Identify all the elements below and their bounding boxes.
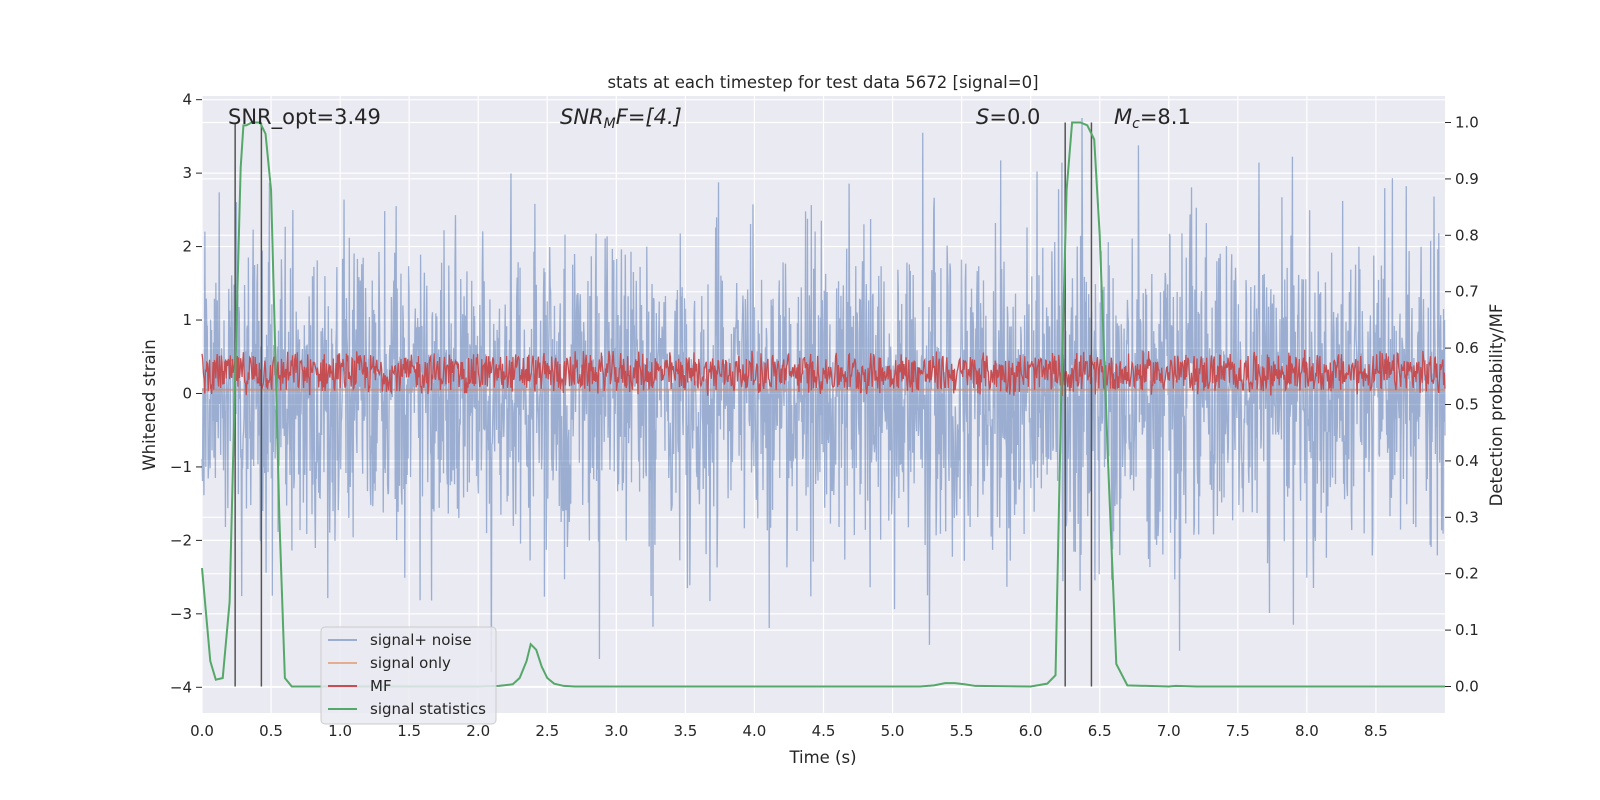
noise-line bbox=[201, 118, 1446, 673]
annotation-snr-mf-main: SNR bbox=[560, 105, 604, 129]
annotation-mc: Mc=8.1 bbox=[1114, 105, 1191, 132]
x-tick-label: 3.0 bbox=[604, 722, 628, 740]
annotation-snr-mf: SNRMF=[4.] bbox=[560, 105, 682, 132]
y-tick-label: −1 bbox=[170, 458, 192, 476]
y-tick-label: −3 bbox=[170, 605, 192, 623]
y2-tick-label: 0.6 bbox=[1455, 339, 1479, 357]
x-tick-label: 0.5 bbox=[259, 722, 283, 740]
x-tick-label: 4.5 bbox=[812, 722, 836, 740]
x-tick-label: 2.5 bbox=[535, 722, 559, 740]
x-tick-label: 4.0 bbox=[743, 722, 767, 740]
mf-line bbox=[201, 349, 1446, 397]
legend-box bbox=[320, 626, 497, 725]
annotation-mc-rest: =8.1 bbox=[1140, 105, 1191, 129]
y2-axis-label: Detection probability/MF bbox=[1487, 304, 1506, 507]
y-axis-label: Whitened strain bbox=[140, 339, 159, 470]
y2-tick-label: 0.1 bbox=[1455, 621, 1479, 639]
legend-label-noise: signal+ noise bbox=[370, 631, 472, 649]
y2-tick-label: 0.3 bbox=[1455, 508, 1479, 526]
x-tick-label: 7.0 bbox=[1157, 722, 1181, 740]
x-tick-label: 6.5 bbox=[1088, 722, 1112, 740]
series-signal-statistics bbox=[201, 121, 1445, 688]
y-tick-label: −2 bbox=[170, 531, 192, 549]
y2-tick-label: 0.9 bbox=[1455, 170, 1479, 188]
y2-ticks: 1.0 0.9 0.8 0.7 0.6 0.5 0.4 0.3 0.2 0.1 0.0 bbox=[1445, 114, 1479, 695]
annotation-s-main: S bbox=[976, 105, 989, 129]
x-tick-label: 2.0 bbox=[466, 722, 490, 740]
annotation-snr-mf-sub: M bbox=[604, 116, 616, 132]
legend: signal+ noise signal only MF signal stat… bbox=[320, 626, 497, 725]
annotation-mc-main: M bbox=[1114, 105, 1132, 129]
legend-label-stats: signal statistics bbox=[370, 700, 486, 718]
x-tick-label: 8.5 bbox=[1364, 722, 1388, 740]
x-axis-label: Time (s) bbox=[788, 748, 856, 767]
y2-tick-label: 0.7 bbox=[1455, 283, 1479, 301]
x-tick-label: 1.0 bbox=[328, 722, 352, 740]
legend-label-mf: MF bbox=[370, 677, 392, 695]
x-tick-label: 8.0 bbox=[1295, 722, 1319, 740]
y2-tick-label: 0.8 bbox=[1455, 226, 1479, 244]
y2-tick-label: 0.5 bbox=[1455, 396, 1479, 414]
x-tick-label: 5.5 bbox=[950, 722, 974, 740]
x-tick-label: 7.5 bbox=[1226, 722, 1250, 740]
y-tick-label: 0 bbox=[182, 384, 192, 402]
signal-statistics-line bbox=[201, 121, 1445, 688]
x-tick-label: 6.0 bbox=[1019, 722, 1043, 740]
x-tick-label: 0.0 bbox=[190, 722, 214, 740]
x-ticks: 0.0 0.5 1.0 1.5 2.0 2.5 3.0 3.5 4.0 4.5 5.0 5.5 6.0 6… bbox=[190, 722, 1388, 740]
y-tick-label: 2 bbox=[182, 238, 192, 256]
y-ticks: 4 3 2 1 0 −1 −2 −3 −4 bbox=[170, 91, 202, 696]
x-tick-label: 3.5 bbox=[673, 722, 697, 740]
y-tick-label: 3 bbox=[182, 164, 192, 182]
legend-label-signal: signal only bbox=[370, 654, 451, 672]
y-tick-label: 4 bbox=[182, 91, 192, 109]
y2-tick-label: 0.0 bbox=[1455, 677, 1479, 695]
y2-tick-label: 1.0 bbox=[1455, 114, 1479, 132]
x-tick-label: 1.5 bbox=[397, 722, 421, 740]
annotation-snr-opt: SNR_opt=3.49 bbox=[228, 105, 381, 130]
annotation-snr-mf-rest: F=[4.] bbox=[616, 105, 682, 129]
x-tick-label: 5.0 bbox=[881, 722, 905, 740]
y2-tick-label: 0.4 bbox=[1455, 452, 1479, 470]
annotation-s: S=0.0 bbox=[976, 105, 1040, 129]
annotation-mc-sub: c bbox=[1132, 116, 1140, 132]
y-tick-label: 1 bbox=[182, 311, 192, 329]
y2-tick-label: 0.2 bbox=[1455, 565, 1479, 583]
chart-title: stats at each timestep for test data 567… bbox=[607, 73, 1038, 92]
annotation-s-rest: =0.0 bbox=[989, 105, 1040, 129]
series-mf bbox=[201, 349, 1446, 397]
series-signal-noise bbox=[201, 118, 1446, 673]
y-tick-label: −4 bbox=[170, 678, 192, 696]
